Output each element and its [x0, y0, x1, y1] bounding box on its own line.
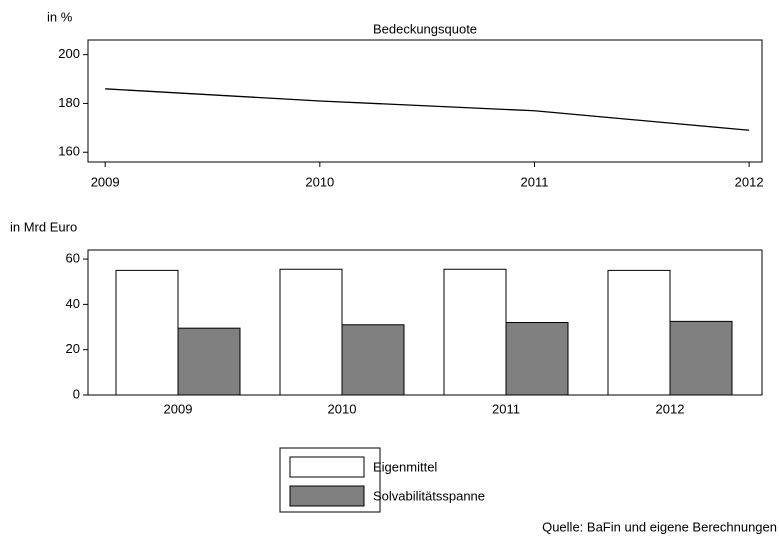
y-tick-label: 40 — [66, 296, 80, 311]
x-tick-label: 2011 — [492, 401, 520, 416]
y-tick-label: 180 — [58, 95, 80, 110]
legend-label: Solvabilitätsspanne — [373, 488, 485, 503]
bar — [177, 327, 241, 396]
y-tick-label: 0 — [73, 386, 80, 401]
y-tick-label: 160 — [58, 144, 80, 159]
bar — [607, 269, 671, 396]
bar — [443, 268, 507, 396]
line — [105, 88, 750, 131]
legend-label: Eigenmittel — [373, 459, 437, 474]
plot-frame — [87, 39, 763, 163]
x-tick-label: 2012 — [656, 401, 685, 416]
bar — [669, 320, 733, 396]
x-tick-label: 2010 — [305, 174, 334, 189]
plot-frame — [87, 249, 763, 396]
legend-swatch — [289, 485, 365, 507]
y-tick-label: 60 — [66, 251, 80, 266]
x-tick-label: 2009 — [164, 401, 193, 416]
x-tick-label: 2010 — [328, 401, 357, 416]
bar — [341, 324, 405, 396]
bar — [279, 268, 343, 396]
legend-swatch — [289, 456, 365, 478]
bar — [505, 322, 569, 396]
x-tick-label: 2009 — [91, 174, 120, 189]
y-tick-label: 200 — [58, 46, 80, 61]
bar — [115, 269, 179, 396]
y-axis-label: in Mrd Euro — [10, 219, 77, 234]
chart-title: Bedeckungsquote — [373, 21, 477, 36]
x-tick-label: 2012 — [735, 174, 764, 189]
y-tick-label: 20 — [66, 341, 80, 356]
x-tick-label: 2011 — [520, 174, 548, 189]
y-axis-label: in % — [47, 9, 73, 24]
source-note: Quelle: BaFin und eigene Berechnungen — [542, 519, 777, 534]
